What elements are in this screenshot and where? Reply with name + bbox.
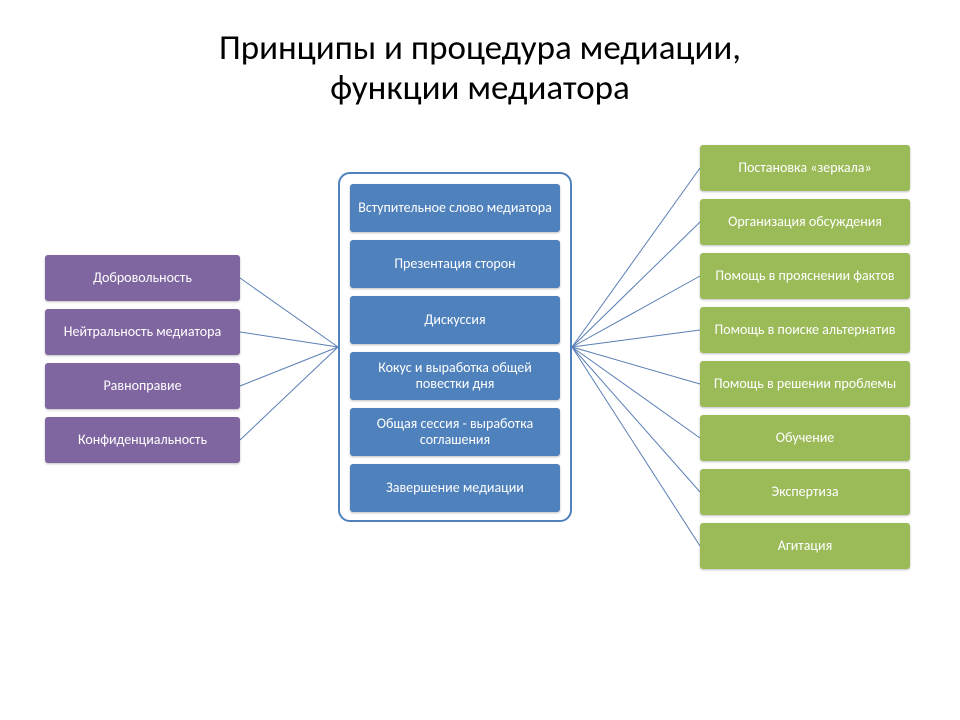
box-label: Дискуссия: [424, 312, 485, 328]
diagram-box: Агитация: [700, 523, 910, 569]
box-label: Завершение медиации: [386, 480, 524, 496]
diagram-box: Завершение медиации: [350, 464, 560, 512]
diagram-box: Вступительное слово медиатора: [350, 184, 560, 232]
title-line1: Принципы и процедура медиации,: [219, 27, 741, 69]
box-label: Вступительное слово медиатора: [358, 200, 552, 216]
box-label: Кокус и выработка общей повестки дня: [358, 360, 552, 392]
box-label: Помощь в поиске альтернатив: [715, 322, 896, 338]
diagram-box: Презентация сторон: [350, 240, 560, 288]
box-label: Нейтральность медиатора: [64, 324, 221, 340]
diagram-box: Помощь в поиске альтернатив: [700, 307, 910, 353]
page-title: Принципы и процедура медиации, функции м…: [0, 28, 960, 109]
diagram-box: Обучение: [700, 415, 910, 461]
box-label: Постановка «зеркала»: [738, 160, 871, 176]
diagram-box: Нейтральность медиатора: [45, 309, 240, 355]
box-label: Конфиденциальность: [78, 432, 207, 448]
box-label: Агитация: [778, 538, 832, 554]
diagram-box: Равноправие: [45, 363, 240, 409]
diagram-box: Конфиденциальность: [45, 417, 240, 463]
box-label: Помощь в прояснении фактов: [715, 268, 894, 284]
box-label: Равноправие: [103, 378, 181, 394]
box-label: Организация обсуждения: [728, 214, 882, 230]
box-label: Общая сессия - выработка соглашения: [358, 416, 552, 448]
box-label: Помощь в решении проблемы: [714, 376, 896, 392]
diagram-box: Общая сессия - выработка соглашения: [350, 408, 560, 456]
box-label: Добровольность: [93, 270, 192, 286]
diagram-box: Помощь в прояснении фактов: [700, 253, 910, 299]
diagram-box: Организация обсуждения: [700, 199, 910, 245]
diagram-box: Дискуссия: [350, 296, 560, 344]
diagram-box: Постановка «зеркала»: [700, 145, 910, 191]
title-line2: функции медиатора: [330, 67, 630, 109]
diagram-box: Кокус и выработка общей повестки дня: [350, 352, 560, 400]
diagram-box: Помощь в решении проблемы: [700, 361, 910, 407]
diagram-box: Добровольность: [45, 255, 240, 301]
box-label: Экспертиза: [771, 484, 838, 500]
diagram-box: Экспертиза: [700, 469, 910, 515]
box-label: Презентация сторон: [394, 256, 515, 272]
box-label: Обучение: [776, 430, 835, 446]
